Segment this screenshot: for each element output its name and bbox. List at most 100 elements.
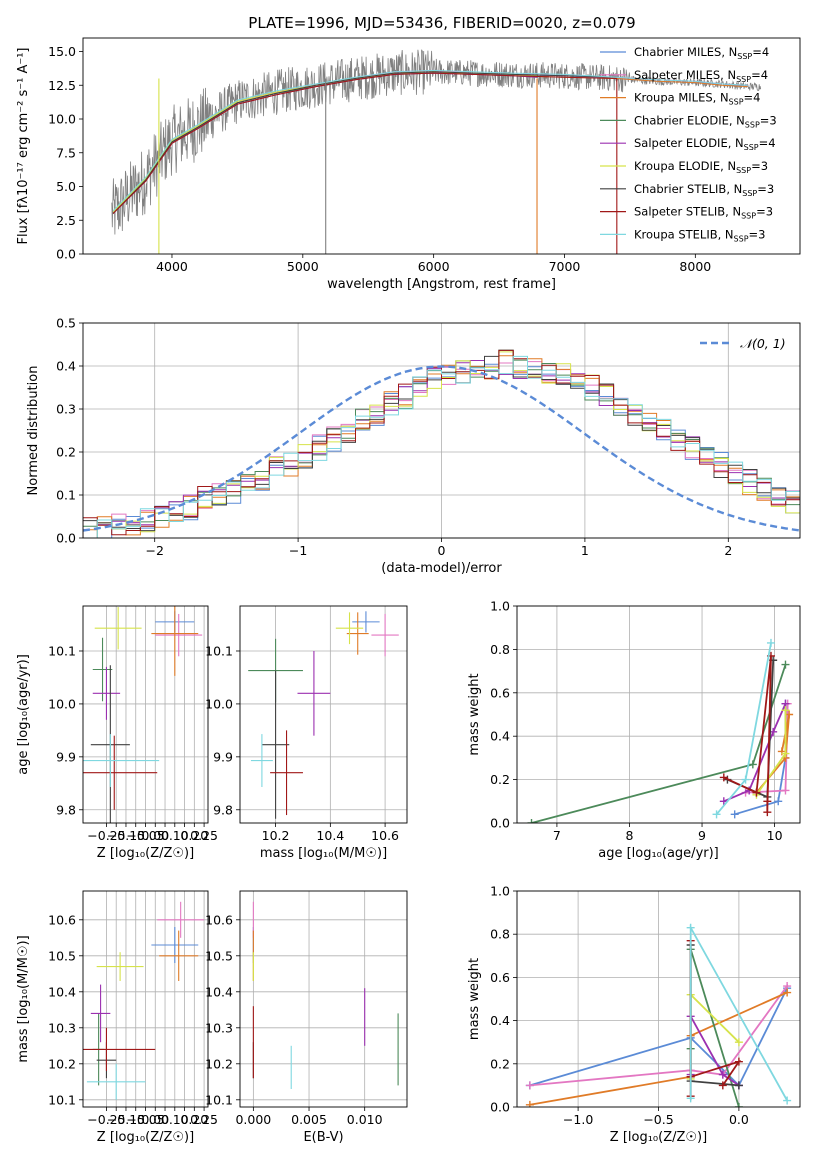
errorbar-chabrier-elodie [92, 637, 113, 702]
mass-weight-marker [686, 1094, 695, 1103]
x-tick-label: −0.5 [643, 1112, 673, 1127]
y-tick-label: 10.2 [205, 1056, 233, 1071]
x-tick-label: 8 [625, 828, 633, 843]
errorbar-salpeter-miles [371, 613, 399, 657]
x-axis-label: (data-model)/error [381, 561, 502, 576]
x-tick-label: −0.05 [126, 1112, 164, 1127]
y-tick-label: 10.1 [48, 643, 76, 658]
x-tick-label: 4000 [156, 259, 188, 274]
y-axis-label: mass weight [467, 958, 482, 1040]
x-tick-label: 0.000 [235, 1112, 271, 1127]
mass-weight-line-salpeter-elodie [723, 703, 787, 803]
x-tick-label: 2 [724, 543, 732, 558]
y-tick-label: 0.2 [490, 1056, 510, 1071]
x-tick-label: 5000 [287, 259, 319, 274]
x-tick-label: 10.4 [316, 828, 344, 843]
errorbar-chabrier-miles [151, 927, 199, 963]
x-tick-label: 10.6 [371, 828, 399, 843]
y-axis-label: mass weight [467, 673, 482, 755]
x-axis-label: wavelength [Angstrom, rest frame] [327, 277, 556, 292]
legend-entry: Chabrier MILES, NSSP=4 [634, 45, 769, 61]
errorbar-kroupa-miles [159, 930, 199, 981]
errorbar-salpeter-elodie [297, 650, 331, 736]
errorbar-kroupa-stelib [83, 734, 160, 788]
axes-frame [82, 605, 209, 824]
y-tick-label: 0.4 [490, 729, 510, 744]
x-tick-label: −0.25 [87, 828, 125, 843]
y-tick-label: 10.4 [205, 984, 233, 999]
legend-entry: Kroupa STELIB, NSSP=3 [634, 227, 765, 243]
model-spectrum-kroupa-stelib [112, 69, 748, 212]
x-axis-label: Z [log₁₀(Z/Z☉)] [610, 1130, 707, 1145]
errorbar-salpeter-stelib [83, 1027, 156, 1071]
plot-area [83, 349, 800, 538]
x-tick-label: 7000 [549, 259, 581, 274]
y-tick-label: 5.0 [56, 179, 76, 194]
y-tick-label: 10.3 [48, 1020, 76, 1035]
mass-weight-marker [730, 810, 739, 819]
x-tick-label: 0.25 [190, 1112, 218, 1127]
y-tick-label: 10.5 [205, 948, 233, 963]
mass-weight-marker [718, 1070, 727, 1079]
errorbar-kroupa-miles [346, 612, 369, 655]
mass-weight-marker [734, 1081, 743, 1090]
y-axis-label: age [log₁₀(age/yr)] [16, 654, 31, 775]
mass-weight-marker [734, 1057, 743, 1066]
errorbar-kroupa-stelib [86, 1063, 146, 1100]
errorbar-kroupa-elodie [94, 607, 142, 650]
mass-weight-marker [525, 1081, 534, 1090]
x-tick-label: 0.00 [141, 1112, 169, 1127]
y-tick-label: 2.5 [56, 213, 76, 228]
mass-weight-marker [719, 773, 728, 782]
y-tick-label: 10.0 [48, 112, 76, 127]
legend-entry: 𝒩(0, 1) [740, 336, 786, 351]
age-vs-mass-panel: 10.2 10.4 10.6 9.8 9.9 10.0 10.1 mass [log₁₀(M/… [205, 605, 408, 861]
x-tick-label: −2 [145, 543, 163, 558]
x-tick-label: −1 [289, 543, 307, 558]
x-axis-label: mass [log₁₀(M/M☉)] [260, 846, 387, 861]
x-tick-label: 10.2 [262, 828, 290, 843]
spectrum-legend: Chabrier MILES, NSSP=4 Salpeter MILES, NS… [600, 45, 777, 243]
mass-weight-marker [525, 1100, 534, 1107]
y-tick-label: 0.0 [56, 247, 76, 262]
x-tick-label: 8000 [679, 259, 711, 274]
errorbar-salpeter-stelib [270, 730, 303, 816]
mass-weight-marker [781, 660, 790, 669]
figure-title: PLATE=1996, MJD=53436, FIBERID=0020, z=0… [248, 14, 635, 32]
x-axis-label: Z [log₁₀(Z/Z☉)] [97, 846, 194, 861]
x-tick-label: 0.005 [291, 1112, 327, 1127]
mass-vs-extinction-panel: 0.000 0.005 0.010 10.1 10.2 10.3 10.4 10.5 10.6 E… [205, 890, 408, 1145]
axes-frame [516, 605, 801, 824]
y-tick-label: 0.4 [490, 1013, 510, 1028]
y-tick-label: 10.5 [48, 948, 76, 963]
mass-vs-metallicity-panel: −0.25−0.15−0.050.000.100.200.25 10.1 10.2 1… [16, 890, 218, 1145]
x-tick-label: −0.25 [87, 1112, 125, 1127]
y-tick-label: 0.3 [56, 402, 76, 417]
mass-weight-marker [781, 749, 790, 758]
x-tick-label: 0.25 [190, 828, 218, 843]
legend-entry: Salpeter STELIB, NSSP=3 [634, 205, 773, 221]
mass-weight-marker [748, 760, 757, 769]
y-tick-label: 10.0 [48, 696, 76, 711]
y-tick-label: 7.5 [56, 145, 76, 160]
y-tick-label: 0.4 [56, 359, 76, 374]
y-tick-label: 0.0 [490, 1100, 510, 1115]
y-axis-label: Flux [fλ10⁻¹⁷ erg cm⁻² s⁻¹ A⁻¹] [16, 48, 31, 245]
y-tick-label: 0.5 [56, 316, 76, 331]
x-tick-label: 0 [438, 543, 446, 558]
x-tick-label: −0.15 [107, 1112, 145, 1127]
y-tick-label: 10.1 [205, 1092, 233, 1107]
y-tick-label: 10.6 [48, 912, 76, 927]
y-tick-label: 1.0 [490, 599, 510, 614]
model-spectrum-chabrier-stelib [112, 71, 617, 214]
x-tick-label: 0.20 [180, 828, 208, 843]
y-tick-label: 15.0 [48, 44, 76, 59]
histogram-kroupa-stelib [83, 355, 800, 538]
y-tick-label: 0.0 [490, 816, 510, 831]
errorbar-chabrier-stelib [261, 670, 290, 819]
age-vs-metallicity-panel: −0.25−0.15−0.050.000.100.200.25 9.8 9.9 10.… [16, 605, 218, 861]
axes-frame [82, 322, 801, 539]
axes-frame [239, 890, 408, 1108]
mass-weight-marker [766, 638, 775, 647]
